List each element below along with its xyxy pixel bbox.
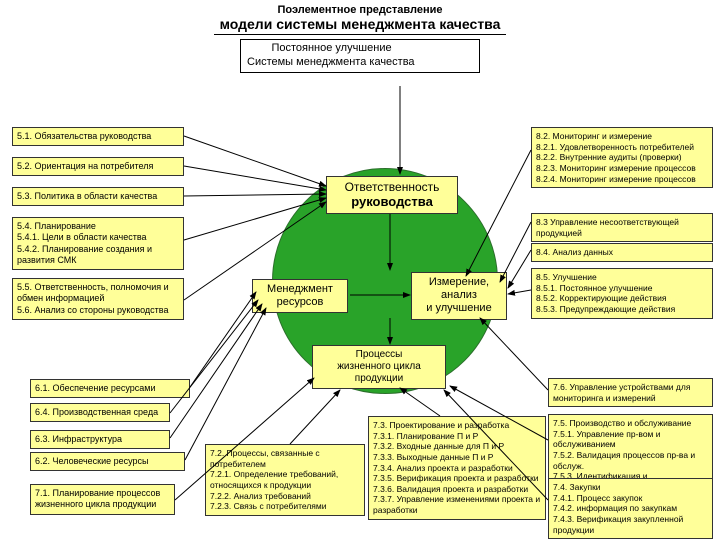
box-6-1: 6.1. Обеспечение ресурсами — [30, 379, 190, 398]
center-left-box: Менеджмент ресурсов — [252, 279, 348, 313]
center-bottom-box: Процессы жизненного цикла продукции — [312, 345, 446, 389]
box-7-6: 7.6. Управление устройствами для монитор… — [548, 378, 713, 407]
title-block: Поэлементное представление модели систем… — [0, 4, 720, 73]
box-5-2: 5.2. Ориентация на потребителя — [12, 157, 184, 176]
box-8-2: 8.2. Мониторинг и измерение 8.2.1. Удовл… — [531, 127, 713, 188]
box-6-4: 6.4. Производственная среда — [30, 403, 170, 422]
box-8-4: 8.4. Анализ данных — [531, 243, 713, 262]
center-top-box: Ответственность руководства — [326, 176, 458, 214]
box-5-1: 5.1. Обязательства руководства — [12, 127, 184, 146]
box-5-4: 5.4. Планирование 5.4.1. Цели в области … — [12, 217, 184, 270]
subtitle-box: Постоянное улучшение Системы менеджмента… — [240, 39, 480, 73]
subtitle-line1: Постоянное улучшение — [247, 42, 473, 56]
box-7-2: 7.2. Процессы, связанные с потребителем … — [205, 444, 365, 516]
center-right-l3: и улучшение — [416, 302, 502, 315]
box-7-3: 7.3. Проектирование и разработка 7.3.1. … — [368, 416, 546, 520]
center-top-l2: руководства — [331, 194, 453, 210]
center-bottom-l1: Процессы — [317, 349, 441, 361]
box-8-5: 8.5. Улучшение 8.5.1. Постоянное улучшен… — [531, 268, 713, 319]
box-7-4: 7.4. Закупки 7.4.1. Процесс закупок 7.4.… — [548, 478, 713, 539]
box-7-1: 7.1. Планирование процессов жизненного ц… — [30, 484, 175, 515]
box-5-5: 5.5. Ответственность, полномочия и обмен… — [12, 278, 184, 320]
subtitle-line2: Системы менеджмента качества — [247, 56, 473, 70]
center-right-l1: Измерение, — [416, 276, 502, 289]
center-bottom-l2: жизненного цикла — [317, 361, 441, 373]
box-8-3: 8.3 Управление несоответствующей продукц… — [531, 213, 713, 242]
title-line1: Поэлементное представление — [0, 4, 720, 16]
center-top-l1: Ответственность — [331, 180, 453, 194]
box-6-3: 6.3. Инфраструктура — [30, 430, 170, 449]
center-right-box: Измерение, анализ и улучшение — [411, 272, 507, 320]
center-right-l2: анализ — [416, 289, 502, 302]
center-left-l1: Менеджмент — [257, 283, 343, 296]
center-left-l2: ресурсов — [257, 296, 343, 309]
center-bottom-l3: продукции — [317, 373, 441, 385]
title-line2: модели системы менеджмента качества — [214, 16, 507, 35]
box-5-3: 5.3. Политика в области качества — [12, 187, 184, 206]
box-6-2: 6.2. Человеческие ресурсы — [30, 452, 185, 471]
